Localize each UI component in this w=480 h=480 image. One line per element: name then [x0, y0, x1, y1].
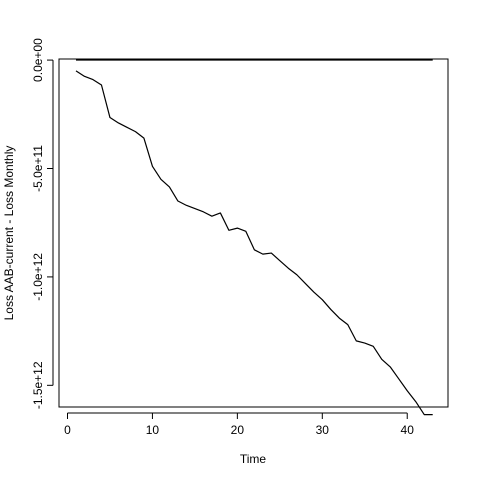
- series-layer: [75, 59, 433, 416]
- x-axis-title: Time: [240, 452, 267, 466]
- x-axis: 0 10 20 30 40: [64, 412, 415, 437]
- y-tick-label: -5.0e+11: [31, 145, 45, 192]
- y-tick-label: -1.0e+12: [31, 253, 45, 301]
- series-line-2: [75, 70, 433, 416]
- x-tick-label: 10: [146, 423, 160, 437]
- y-axis: 0.0e+00 -5.0e+11 -1.0e+12 -1.5e+12: [31, 38, 54, 409]
- x-tick-label: 0: [64, 423, 71, 437]
- y-axis-title: Loss AAB-current - Loss Monthly: [2, 146, 16, 321]
- x-tick-label: 30: [316, 423, 330, 437]
- x-tick-label: 40: [401, 423, 415, 437]
- y-tick-label: -1.5e+12: [31, 361, 45, 409]
- x-tick-label: 20: [231, 423, 245, 437]
- plot-frame: [58, 58, 449, 408]
- y-tick-label: 0.0e+00: [31, 38, 45, 82]
